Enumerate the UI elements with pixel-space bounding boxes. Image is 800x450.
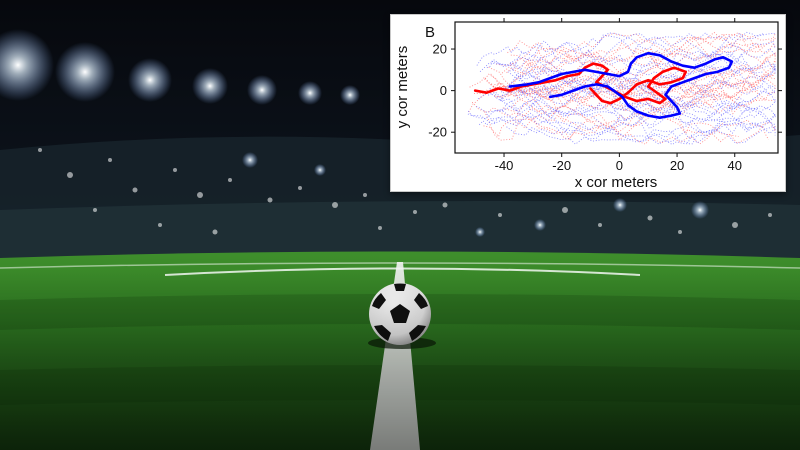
y-axis-title: y cor meters — [394, 46, 411, 129]
background-track-line — [509, 74, 776, 112]
background-track-line — [526, 33, 776, 80]
y-tick-label: 20 — [433, 42, 447, 57]
background-track-line — [524, 36, 776, 62]
plot-frame — [454, 21, 779, 154]
x-tick-label: 0 — [616, 158, 623, 173]
background-track-line — [488, 33, 763, 89]
background-track-line — [493, 72, 776, 133]
trajectory-line — [473, 62, 688, 105]
background-track-line — [509, 51, 776, 99]
background-track-line — [478, 97, 776, 126]
y-tick-label: 0 — [440, 83, 447, 98]
background-track-line — [471, 73, 776, 115]
x-tick-label: 20 — [670, 158, 684, 173]
background-track-line — [507, 54, 776, 95]
x-axis-title: x cor meters — [575, 174, 658, 191]
background-track-line — [486, 34, 749, 73]
background-track-line — [500, 59, 764, 102]
highlighted-tracks — [473, 51, 734, 119]
background-track-line — [490, 73, 758, 100]
x-tick-label: -20 — [552, 158, 571, 173]
background-track-line — [511, 32, 776, 115]
background-track-line — [484, 48, 759, 97]
x-tick-label: 40 — [728, 158, 742, 173]
background-track-line — [467, 110, 762, 144]
background-tracks — [467, 31, 776, 146]
background-track-line — [496, 59, 773, 101]
trajectory-chart-panel: -40 -20 0 20 40 -20 0 20 B x cor meters y cor m… — [390, 14, 786, 192]
background-track-line — [499, 48, 776, 112]
y-tick-label: -20 — [428, 125, 447, 140]
background-track-line — [502, 78, 776, 116]
background-track-line — [529, 60, 776, 136]
background-track-line — [476, 32, 739, 66]
background-track-line — [496, 81, 776, 114]
background-track-line — [489, 77, 776, 126]
axis-ticks: -40 -20 0 20 40 -20 0 20 — [428, 18, 782, 173]
background-track-line — [502, 52, 776, 102]
panel-label: B — [425, 24, 435, 41]
background-track-line — [512, 113, 776, 145]
background-track-line — [487, 91, 776, 146]
background-track-line — [510, 33, 776, 82]
x-tick-label: -40 — [495, 158, 514, 173]
background-track-line — [491, 57, 776, 118]
trajectory-line — [508, 51, 734, 119]
background-track-line — [519, 70, 776, 136]
trajectory-chart: -40 -20 0 20 40 -20 0 20 B x cor meters y cor m… — [394, 18, 782, 191]
background-track-line — [509, 31, 765, 71]
